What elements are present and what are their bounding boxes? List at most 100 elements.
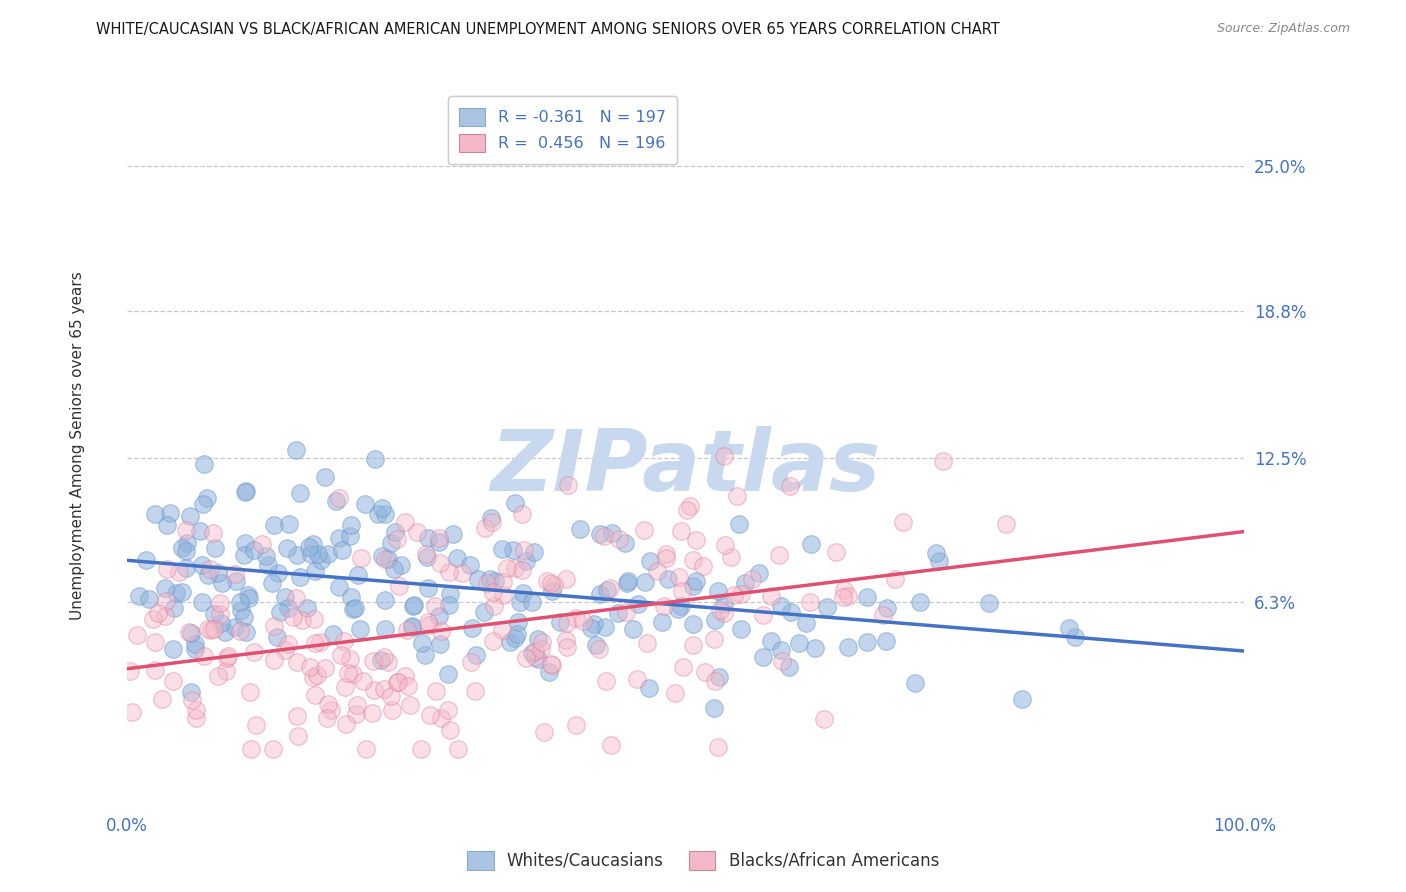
Point [621, 622, 644, 636]
Point [335, 716, 357, 731]
Point [215, 651, 238, 665]
Point [385, 674, 408, 689]
Point [225, 574, 247, 588]
Point [855, 634, 877, 648]
Point [384, 524, 406, 539]
Point [430, 711, 453, 725]
Point [856, 590, 879, 604]
Point [141, 612, 163, 626]
Point [285, 591, 308, 606]
Point [299, 547, 322, 561]
Point [380, 689, 402, 703]
Point [1063, 630, 1085, 644]
Point [304, 564, 326, 578]
Point [515, 554, 537, 568]
Point [382, 562, 405, 576]
Point [583, 616, 606, 631]
Point [464, 684, 486, 698]
Point [787, 636, 810, 650]
Point [664, 686, 686, 700]
Point [198, 562, 221, 576]
Point [759, 589, 782, 603]
Point [155, 594, 177, 608]
Point [197, 622, 219, 636]
Point [666, 602, 689, 616]
Point [682, 638, 704, 652]
Point [600, 738, 623, 752]
Point [527, 632, 550, 646]
Point [728, 516, 751, 531]
Point [692, 559, 714, 574]
Point [499, 635, 522, 649]
Legend: Whites/Caucasians, Blacks/African Americans: Whites/Caucasians, Blacks/African Americ… [460, 844, 946, 877]
Point [703, 632, 725, 647]
Point [693, 665, 716, 679]
Point [416, 582, 439, 596]
Point [242, 645, 264, 659]
Point [307, 668, 329, 682]
Point [647, 564, 669, 578]
Point [274, 590, 297, 604]
Point [155, 609, 177, 624]
Point [925, 546, 948, 560]
Point [908, 594, 931, 608]
Text: WHITE/CAUCASIAN VS BLACK/AFRICAN AMERICAN UNEMPLOYMENT AMONG SENIORS OVER 65 YEA: WHITE/CAUCASIAN VS BLACK/AFRICAN AMERICA… [96, 22, 1000, 37]
Point [616, 575, 638, 590]
Point [277, 637, 299, 651]
Point [652, 599, 675, 613]
Point [932, 453, 955, 467]
Point [512, 586, 534, 600]
Point [461, 621, 484, 635]
Point [340, 590, 363, 604]
Point [288, 570, 311, 584]
Point [707, 740, 730, 755]
Point [427, 609, 450, 624]
Point [713, 449, 735, 463]
Point [290, 486, 312, 500]
Point [557, 478, 579, 492]
Point [682, 553, 704, 567]
Point [831, 590, 853, 604]
Point [593, 620, 616, 634]
Point [669, 599, 692, 614]
Point [404, 598, 426, 612]
Point [156, 562, 179, 576]
Point [328, 580, 350, 594]
Point [188, 524, 211, 538]
Point [214, 624, 236, 639]
Point [193, 457, 215, 471]
Point [703, 701, 725, 715]
Point [813, 712, 835, 726]
Point [332, 542, 354, 557]
Point [287, 655, 309, 669]
Point [491, 623, 513, 637]
Point [524, 644, 547, 658]
Point [613, 536, 636, 550]
Point [233, 484, 256, 499]
Point [128, 590, 150, 604]
Text: Unemployment Among Seniors over 65 years: Unemployment Among Seniors over 65 years [70, 272, 84, 620]
Point [555, 640, 578, 654]
Point [467, 573, 489, 587]
Point [162, 673, 184, 688]
Point [891, 516, 914, 530]
Point [415, 549, 437, 564]
Point [387, 674, 409, 689]
Point [195, 491, 218, 505]
Point [637, 681, 659, 696]
Point [297, 600, 319, 615]
Point [589, 587, 612, 601]
Point [315, 710, 337, 724]
Point [224, 620, 246, 634]
Point [125, 628, 148, 642]
Point [163, 600, 186, 615]
Point [299, 660, 322, 674]
Point [425, 599, 447, 613]
Point [515, 650, 537, 665]
Point [309, 553, 332, 567]
Point [233, 535, 256, 549]
Point [472, 606, 495, 620]
Point [815, 599, 838, 614]
Point [184, 703, 207, 717]
Point [202, 607, 225, 621]
